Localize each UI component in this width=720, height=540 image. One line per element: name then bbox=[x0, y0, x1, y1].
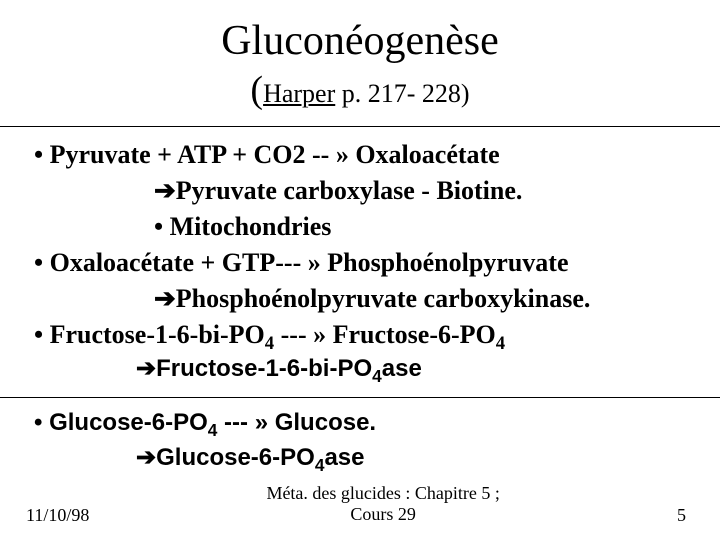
footer-center: Méta. des glucides : Chapitre 5 ; Cours … bbox=[266, 483, 499, 526]
sub-mitochondries: • Mitochondries bbox=[34, 209, 688, 245]
text-pre: • Glucose-6-PO bbox=[34, 409, 208, 436]
text-post: --- » Glucose. bbox=[217, 409, 376, 436]
slide-subtitle: (Harper p. 217- 228) bbox=[32, 68, 688, 112]
sub-pep-carboxykinase: ➔Phosphoénolpyruvate carboxykinase. bbox=[34, 281, 688, 317]
bullet-fructose: • Fructose-1-6-bi-PO4 --- » Fructose-6-P… bbox=[34, 317, 688, 353]
slide-title: Gluconéogenèse bbox=[32, 18, 688, 64]
text-pre: Fructose-1-6-bi-PO bbox=[156, 355, 372, 382]
bullet-pyruvate: • Pyruvate + ATP + CO2 -- » Oxaloacétate bbox=[34, 137, 688, 173]
divider-top bbox=[0, 126, 720, 127]
arrow-icon: ➔ bbox=[136, 444, 156, 471]
text: Pyruvate carboxylase - Biotine. bbox=[176, 176, 523, 205]
title-area: Gluconéogenèse (Harper p. 217- 228) bbox=[32, 18, 688, 112]
bullet-glucose: • Glucose-6-PO4 --- » Glucose. bbox=[34, 406, 688, 441]
text-post: ase bbox=[382, 355, 422, 382]
reference-pages: p. 217- 228) bbox=[335, 79, 469, 108]
reference-book: Harper bbox=[263, 79, 335, 108]
open-paren: ( bbox=[250, 69, 263, 111]
arrow-icon: ➔ bbox=[136, 355, 156, 382]
arrow-icon: ➔ bbox=[154, 283, 176, 313]
slide: Gluconéogenèse (Harper p. 217- 228) • Py… bbox=[0, 0, 720, 540]
content-body: • Pyruvate + ATP + CO2 -- » Oxaloacétate… bbox=[32, 137, 688, 387]
footer-center-line1: Méta. des glucides : Chapitre 5 ; bbox=[266, 483, 499, 503]
subscript: 4 bbox=[208, 420, 218, 440]
content-body-2: • Glucose-6-PO4 --- » Glucose. ➔Glucose-… bbox=[32, 406, 688, 476]
divider-mid bbox=[0, 397, 720, 398]
text-post: ase bbox=[324, 444, 364, 471]
subscript: 4 bbox=[265, 333, 274, 354]
footer-date: 11/10/98 bbox=[26, 505, 89, 526]
text: Phosphoénolpyruvate carboxykinase. bbox=[176, 284, 591, 313]
subscript: 4 bbox=[315, 455, 325, 475]
sub-fructose-ase: ➔Fructose-1-6-bi-PO4ase bbox=[34, 352, 688, 387]
subscript: 4 bbox=[496, 333, 505, 354]
sub-glucose-ase: ➔Glucose-6-PO4ase bbox=[34, 441, 688, 476]
text-pre: • Fructose-1-6-bi-PO bbox=[34, 320, 265, 349]
footer-center-line2: Cours 29 bbox=[350, 504, 416, 524]
bullet-oxaloacetate: • Oxaloacétate + GTP--- » Phosphoénolpyr… bbox=[34, 245, 688, 281]
text-post: --- » Fructose-6-PO bbox=[274, 320, 496, 349]
subscript: 4 bbox=[372, 366, 382, 386]
text-pre: Glucose-6-PO bbox=[156, 444, 315, 471]
arrow-icon: ➔ bbox=[154, 175, 176, 205]
footer: 11/10/98 Méta. des glucides : Chapitre 5… bbox=[0, 483, 720, 526]
sub-pyruvate-carboxylase: ➔Pyruvate carboxylase - Biotine. bbox=[34, 173, 688, 209]
footer-page-number: 5 bbox=[677, 505, 686, 526]
